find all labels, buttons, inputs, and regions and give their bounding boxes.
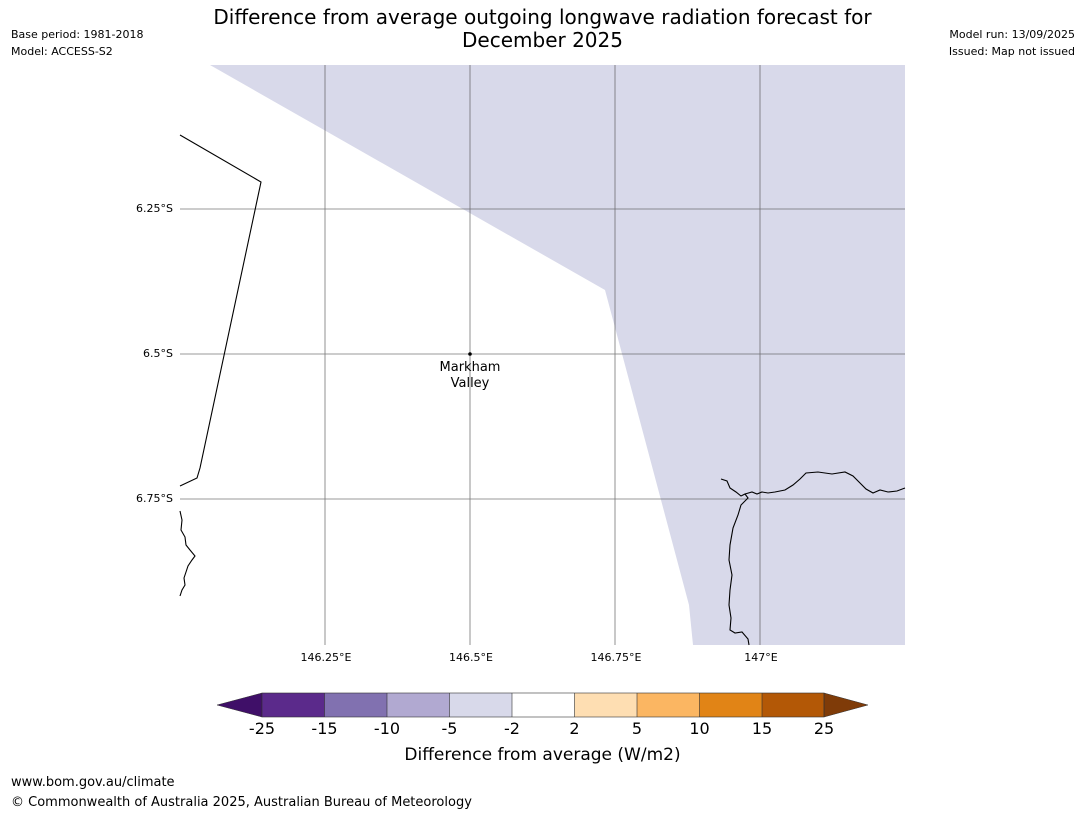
colorbar-label: Difference from average (W/m2) [404,745,681,765]
footer-url[interactable]: www.bom.gov.au/climate [11,775,175,790]
map-title: Difference from average outgoing longwav… [0,6,1085,52]
colorbar-tick-label: 15 [751,719,773,738]
colorbar-dividers [324,693,763,717]
map-title-line2: December 2025 [462,28,623,52]
lon-label-146-25: 146.25°E [300,651,352,664]
coastline-east [720,478,750,646]
colorbar-bin-1 [262,693,325,717]
boundaries [179,134,906,646]
colorbar-tick-label: -2 [504,719,520,738]
map-area [179,65,906,646]
lon-label-146-5: 146.5°E [449,651,493,664]
base-period: Base period: 1981-2018 [11,28,144,41]
metadata-left: Base period: 1981-2018 Model: ACCESS-S2 [11,26,143,60]
colorbar-tick-label: 25 [813,719,835,738]
colorbar-bin-4 [449,693,512,717]
place-label-line2: Valley [450,376,490,391]
coastline-west [179,510,196,597]
colorbar-bin-9 [762,693,824,717]
model-name: Model: ACCESS-S2 [11,45,113,58]
anomaly-shaded-region [210,65,905,645]
colorbar-tick-label: -10 [373,719,401,738]
model-run: Model run: 13/09/2025 [949,28,1075,41]
place-label-line1: Markham [439,360,501,375]
colorbar-bin-7 [637,693,700,717]
colorbar-tick-label: -25 [248,719,276,738]
colorbar-bin-6 [574,693,637,717]
lat-label-6-75: 6.75°S [136,492,173,505]
lon-label-147: 147°E [744,651,778,664]
colorbar-tick-label: 5 [631,719,643,738]
coastline-north [744,471,906,495]
place-label: Markham Valley [420,360,520,392]
colorbar-tick-label: -15 [311,719,338,738]
place-marker [468,352,472,356]
issued-status: Issued: Map not issued [948,45,1075,58]
colorbar-tick-label: -5 [441,719,458,738]
map-title-line1: Difference from average outgoing longwav… [213,5,872,29]
colorbar-bin-3 [387,693,450,717]
colorbar-extend-high [823,692,869,718]
colorbar [216,692,869,718]
colorbar-bin-5 [512,693,575,717]
footer-copyright: © Commonwealth of Australia 2025, Austra… [11,795,472,810]
colorbar-extend-low [216,692,263,718]
colorbar-bin-2 [324,693,387,717]
colorbar-bin-8 [699,693,762,717]
lat-label-6-25: 6.25°S [136,202,173,215]
colorbar-tick-label: 2 [569,719,580,738]
metadata-right: Model run: 13/09/2025 Issued: Map not is… [949,26,1075,60]
lat-label-6-5: 6.5°S [143,347,173,360]
lon-label-146-75: 146.75°E [590,651,642,664]
colorbar-tick-label: 10 [689,719,710,738]
colorbar-frame [261,692,825,718]
border-line [179,134,262,487]
